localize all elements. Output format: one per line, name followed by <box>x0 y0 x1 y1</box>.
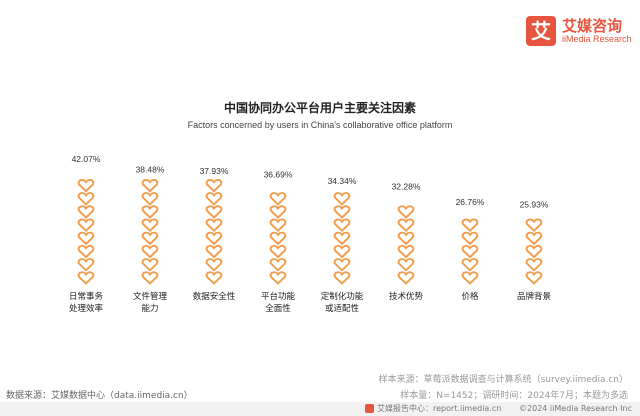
heart-marker <box>397 271 415 285</box>
heart-marker <box>141 231 159 245</box>
category-label: 数据安全性 <box>193 291 236 302</box>
data-label: 26.76% <box>456 197 485 207</box>
heart-marker <box>269 218 287 232</box>
heart-marker <box>141 192 159 206</box>
heart-marker <box>205 192 223 206</box>
heart-marker <box>525 244 543 259</box>
heart-marker <box>77 192 95 206</box>
category-label: 日常事务处理效率 <box>69 291 104 314</box>
heart-marker <box>525 218 543 232</box>
footer-bar: 艾媒报告中心：report.iimedia.cn ©2024 iiMedia R… <box>0 402 640 416</box>
heart-marker <box>397 231 415 245</box>
heart-marker <box>333 244 351 259</box>
heart-marker <box>461 218 479 232</box>
bar <box>333 192 351 285</box>
bar <box>205 178 223 285</box>
heart-marker <box>205 258 223 272</box>
heart-marker <box>269 192 287 206</box>
heart-marker <box>333 205 351 219</box>
heart-marker <box>141 205 159 219</box>
sample-source-note: 样本来源：草莓派数据调查与计算系统（survey.iimedia.cn） <box>378 375 628 385</box>
data-label: 38.48% <box>136 164 165 174</box>
heart-marker <box>333 258 351 272</box>
heart-marker <box>77 271 95 285</box>
heart-marker <box>205 244 223 259</box>
heart-marker <box>77 178 95 193</box>
sample-size-note: 样本量：N=1452；调研时间：2024年7月；本题为多选 <box>400 391 628 401</box>
bar <box>461 218 479 285</box>
heart-marker <box>525 231 543 245</box>
heart-marker <box>141 218 159 232</box>
category-label: 品牌背景 <box>517 291 551 302</box>
heart-marker <box>333 192 351 206</box>
heart-marker <box>269 271 287 285</box>
heart-marker <box>461 258 479 272</box>
chart-title: 中国协同办公平台用户主要关注因素 <box>223 101 416 115</box>
heart-marker <box>269 244 287 259</box>
data-source-note: 数据来源：艾媒数据中心（data.iimedia.cn） <box>6 391 193 401</box>
heart-marker <box>205 271 223 285</box>
report-center-icon <box>365 404 374 413</box>
chart-subtitle: Factors concerned by users in China's co… <box>187 120 453 130</box>
heart-marker <box>333 231 351 245</box>
heart-marker <box>397 244 415 259</box>
heart-marker <box>333 218 351 232</box>
heart-marker <box>525 271 543 285</box>
heart-marker <box>461 231 479 245</box>
bar <box>397 205 415 285</box>
heart-marker <box>141 244 159 259</box>
category-label: 技术优势 <box>389 291 424 302</box>
heart-marker <box>205 218 223 232</box>
brand-name-en: iiMedia Research <box>562 34 632 44</box>
heart-marker <box>269 231 287 245</box>
bar <box>77 178 95 285</box>
heart-marker <box>77 258 95 272</box>
footer-copyright: ©2024 iiMedia Research Inc <box>519 404 632 413</box>
data-label: 37.93% <box>200 166 229 176</box>
heart-marker <box>205 205 223 219</box>
bar <box>269 192 287 285</box>
heart-marker <box>77 205 95 219</box>
data-label: 32.28% <box>392 182 421 192</box>
brand-logo-icon: 艾 <box>526 16 556 46</box>
brand-logo-group: 艾 艾媒咨询 iiMedia Research <box>526 12 636 52</box>
bar <box>141 178 159 285</box>
heart-marker <box>525 258 543 272</box>
heart-marker <box>141 271 159 285</box>
data-label: 25.93% <box>520 199 549 209</box>
category-label: 价格 <box>461 291 479 302</box>
data-label: 42.07% <box>72 154 101 164</box>
data-label: 34.34% <box>328 176 357 186</box>
heart-marker <box>397 218 415 232</box>
heart-marker <box>77 218 95 232</box>
heart-marker <box>333 271 351 285</box>
category-label: 文件管理能力 <box>133 291 168 314</box>
brand-name-cn: 艾媒咨询 <box>562 17 623 35</box>
data-label: 36.69% <box>264 169 293 179</box>
heart-marker <box>269 205 287 219</box>
footer-report-center[interactable]: 艾媒报告中心：report.iimedia.cn <box>365 402 501 416</box>
heart-marker <box>141 258 159 272</box>
bar <box>525 218 543 285</box>
heart-marker <box>397 258 415 272</box>
category-label: 定制化功能或适配性 <box>321 291 364 314</box>
heart-marker <box>397 205 415 219</box>
heart-marker <box>461 271 479 285</box>
category-label: 平台功能全面性 <box>261 291 296 314</box>
heart-marker <box>461 244 479 259</box>
heart-marker <box>77 244 95 259</box>
heart-marker <box>77 231 95 245</box>
heart-marker <box>205 231 223 245</box>
footer-report-center-text: 艾媒报告中心：report.iimedia.cn <box>377 404 502 413</box>
heart-marker <box>141 178 159 193</box>
heart-marker <box>269 258 287 272</box>
heart-marker <box>205 178 223 193</box>
